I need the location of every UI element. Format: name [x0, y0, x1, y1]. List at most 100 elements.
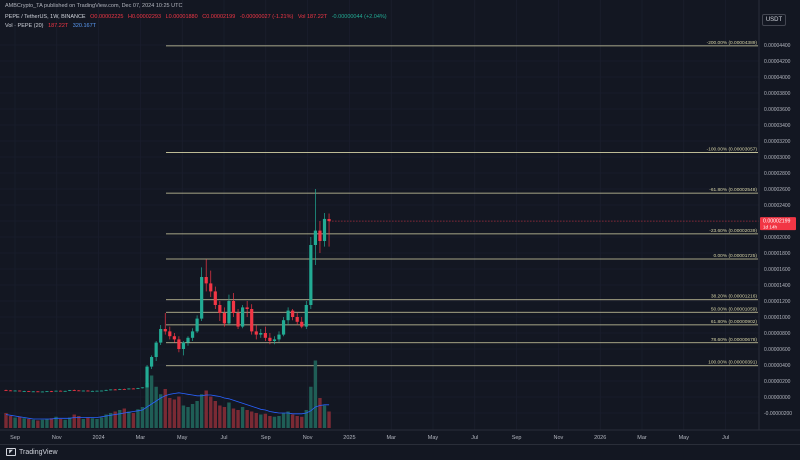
fib-retracement[interactable]: -200.00% (0.00004389) -100.00% (0.0000305…: [166, 40, 758, 367]
candle-body[interactable]: [254, 331, 258, 335]
price-tick-label: 0.00000600: [764, 347, 791, 353]
candle-body[interactable]: [300, 321, 304, 327]
candle-body[interactable]: [272, 339, 277, 341]
candle-body[interactable]: [304, 305, 308, 327]
candle-body[interactable]: [322, 218, 327, 241]
candle-body[interactable]: [145, 366, 149, 388]
symbol-legend[interactable]: PEPE / TetherUS, 1W, BINANCE O0.00002225…: [5, 14, 390, 20]
volume-bar: [268, 416, 272, 428]
candle-body[interactable]: [18, 390, 22, 392]
price-axis[interactable]: 0.00004400 0.00004200 0.00004000 0.00003800…: [764, 43, 792, 417]
candle-body[interactable]: [177, 339, 181, 349]
candle-body[interactable]: [8, 390, 13, 392]
candle-body[interactable]: [45, 391, 49, 393]
candle-body[interactable]: [159, 329, 163, 343]
candle-body[interactable]: [99, 390, 104, 392]
time-tick-label: Nov: [303, 435, 313, 441]
candle-body[interactable]: [195, 318, 199, 332]
price-tick-label: 0.00003200: [764, 139, 791, 145]
volume-bar: [22, 418, 26, 428]
price-tick-label: 0.00001400: [764, 283, 791, 289]
candle-body[interactable]: [59, 390, 63, 392]
candle-body[interactable]: [190, 331, 195, 338]
candle-body[interactable]: [204, 277, 208, 284]
volume-bar: [199, 394, 204, 428]
candle-body[interactable]: [163, 329, 167, 332]
candle-body[interactable]: [277, 334, 281, 340]
candle-body[interactable]: [241, 307, 245, 327]
candle-body[interactable]: [200, 277, 204, 319]
candle-body[interactable]: [27, 391, 31, 392]
candle-body[interactable]: [68, 390, 72, 391]
candle-body[interactable]: [31, 391, 35, 393]
volume-bar: [154, 386, 158, 428]
candle-body[interactable]: [104, 389, 108, 391]
last-price-value: 0.00002199: [763, 219, 791, 225]
candle-body[interactable]: [263, 333, 267, 338]
volume-indicator-name[interactable]: Vol · PEPE (20): [5, 23, 44, 29]
volume-legend[interactable]: Vol · PEPE (20) 187.22T 320.167T: [5, 23, 99, 29]
candle-body[interactable]: [36, 391, 40, 393]
candle-body[interactable]: [40, 391, 44, 393]
candle-body[interactable]: [54, 390, 58, 392]
grid-lines: [0, 0, 759, 430]
candle-body[interactable]: [218, 305, 222, 313]
candle-body[interactable]: [118, 389, 122, 390]
candle-body[interactable]: [181, 342, 186, 349]
candle-body[interactable]: [86, 390, 90, 392]
candle-body[interactable]: [13, 390, 17, 392]
candle-body[interactable]: [113, 389, 117, 391]
candle-body[interactable]: [327, 219, 331, 222]
candle-body[interactable]: [127, 388, 131, 390]
candle-body[interactable]: [209, 283, 213, 292]
candle-body[interactable]: [154, 342, 158, 357]
volume-bar: [13, 417, 17, 428]
candle-body[interactable]: [250, 309, 254, 332]
candle-body[interactable]: [72, 390, 76, 391]
candle-body[interactable]: [309, 245, 313, 305]
candle-body[interactable]: [259, 333, 263, 335]
price-tick-label: -0.00000200: [764, 411, 792, 417]
candle-body[interactable]: [77, 390, 81, 392]
candle-body[interactable]: [286, 310, 290, 321]
candle-body[interactable]: [81, 390, 85, 392]
candle-body[interactable]: [236, 313, 240, 327]
candle-body[interactable]: [268, 337, 272, 341]
candle-body[interactable]: [90, 390, 95, 392]
candle-body[interactable]: [168, 331, 172, 337]
tradingview-logo[interactable]: ◤ TradingView: [6, 448, 58, 456]
candle-body[interactable]: [95, 390, 99, 392]
candle-body[interactable]: [172, 336, 176, 340]
candle-body[interactable]: [318, 230, 322, 241]
candle-body[interactable]: [49, 391, 54, 393]
candle-body[interactable]: [222, 313, 226, 324]
currency-button[interactable]: USDT: [762, 14, 786, 26]
symbol-name[interactable]: PEPE / TetherUS, 1W, BINANCE: [5, 14, 86, 20]
candle-body[interactable]: [186, 337, 190, 343]
candle-body[interactable]: [22, 391, 26, 392]
candle-body[interactable]: [131, 388, 135, 390]
candle-body[interactable]: [4, 390, 8, 391]
volume-bar: [140, 407, 145, 428]
candle-body[interactable]: [150, 357, 154, 367]
candle-body[interactable]: [291, 310, 295, 317]
candle-body[interactable]: [281, 320, 286, 335]
candle-body[interactable]: [231, 301, 236, 313]
candle-body[interactable]: [313, 230, 317, 245]
volume-bar: [309, 386, 313, 428]
candle-body[interactable]: [295, 317, 299, 322]
candle-body[interactable]: [136, 388, 140, 389]
volume-bar: [108, 413, 113, 428]
candle-body[interactable]: [140, 387, 145, 389]
candle-body[interactable]: [63, 390, 67, 392]
time-axis[interactable]: Sep Nov 2024 Mar May Jul Sep Nov 2025 Mar May Jul Se…: [10, 435, 729, 441]
candle-body[interactable]: [213, 291, 217, 305]
candle-body[interactable]: [227, 301, 231, 324]
candle-body[interactable]: [245, 307, 249, 309]
candle-body[interactable]: [109, 389, 113, 391]
candle-body[interactable]: [122, 389, 126, 390]
candlesticks[interactable]: [4, 189, 759, 393]
volume-bar: [58, 419, 63, 428]
